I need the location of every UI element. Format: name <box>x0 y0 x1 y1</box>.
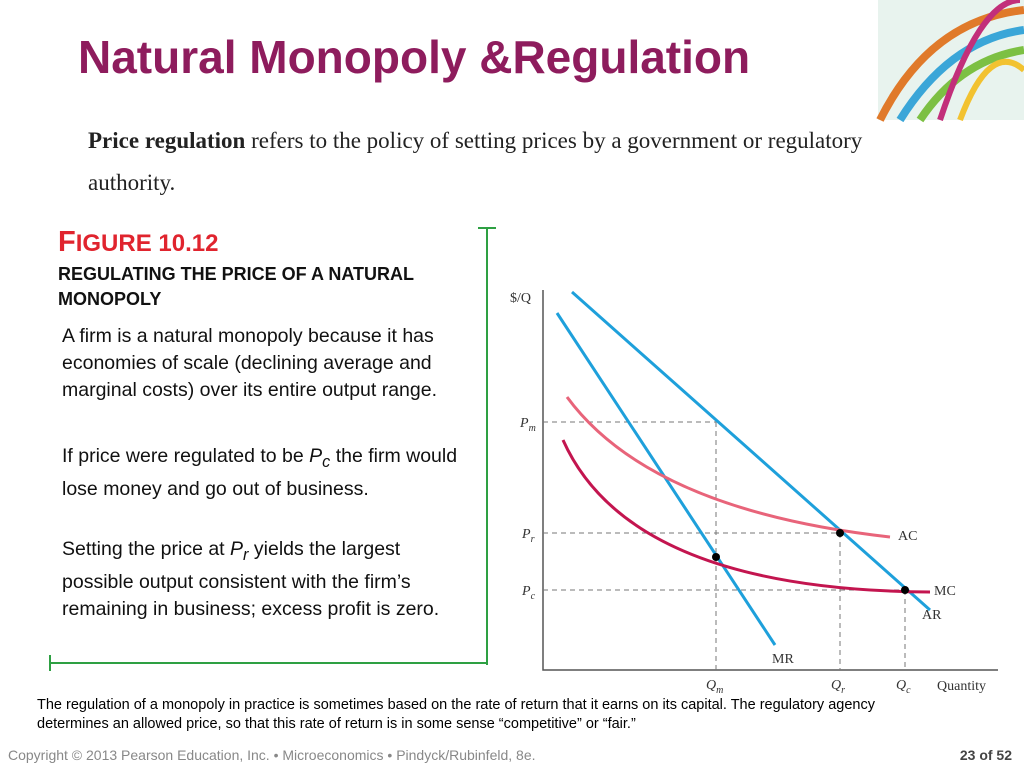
subscript: m <box>716 685 723 696</box>
text: If price were regulated to be <box>62 445 310 467</box>
text: A firm is a natural monopoly because it … <box>62 325 438 401</box>
caption: The regulation of a monopoly in practice… <box>37 697 875 732</box>
symbol: Q <box>831 678 841 693</box>
page-number: 23 of 52 <box>959 747 1012 763</box>
graph: $/Q Quantity Pm Pr Pc Qm Qr Qc AC MC AR … <box>510 290 998 696</box>
curve-label: AC <box>898 529 917 544</box>
subscript: c <box>906 685 911 696</box>
axes <box>542 290 998 671</box>
symbol: P <box>230 538 244 560</box>
guides <box>543 421 906 670</box>
ac-curve <box>565 396 891 539</box>
text: Setting the price at <box>62 538 231 560</box>
price-label: Pr <box>521 527 535 545</box>
y-axis-label: $/Q <box>510 291 531 306</box>
symbol: Q <box>706 678 716 693</box>
symbol: P <box>521 584 531 599</box>
decor-image <box>876 0 1024 123</box>
definition: Price regulation refers to the policy of… <box>88 120 918 204</box>
curve-label: AR <box>922 608 942 623</box>
frame-lines <box>49 227 496 671</box>
curve-label: MR <box>772 652 794 667</box>
term: Price regulation <box>88 128 246 153</box>
paragraph: If price were regulated to be Pc the fir… <box>62 443 472 503</box>
subscript: r <box>841 685 845 696</box>
point <box>836 529 844 537</box>
quantity-label: Qc <box>896 678 911 696</box>
x-axis-label: Quantity <box>937 679 986 694</box>
price-label: Pm <box>519 416 536 434</box>
curve-label: MC <box>934 584 956 599</box>
symbol: P <box>309 445 323 467</box>
quantity-label: Qr <box>831 678 845 696</box>
ar-curve <box>571 290 931 612</box>
subscript: c <box>531 591 536 602</box>
symbol: P <box>521 527 531 542</box>
title: Natural Monopoly &Regulation <box>78 31 751 83</box>
text: yields the largest possible output consi… <box>62 538 440 620</box>
subscript: c <box>322 452 331 471</box>
mc-curve <box>561 439 931 594</box>
quantity-label: Qm <box>706 678 723 696</box>
definition-text: refers to the policy of setting prices b… <box>88 128 863 195</box>
figure-number: FIGURE 10.12 <box>58 226 219 258</box>
symbol: P <box>519 416 529 431</box>
subscript: m <box>529 423 536 434</box>
subscript: r <box>243 545 249 564</box>
symbol: Q <box>896 678 906 693</box>
price-label: Pc <box>521 584 536 602</box>
paragraph: A firm is a natural monopoly because it … <box>62 323 472 404</box>
paragraph: Setting the price at Pr yields the large… <box>62 536 472 623</box>
point <box>712 553 720 561</box>
copyright: Copyright © 2013 Pearson Education, Inc.… <box>8 747 536 763</box>
figure-subtitle: REGULATING THE PRICE OF A NATURAL MONOPO… <box>58 264 414 309</box>
subscript: r <box>531 534 535 545</box>
point <box>901 586 909 594</box>
text: the firm would lose money and go out of … <box>62 445 458 500</box>
